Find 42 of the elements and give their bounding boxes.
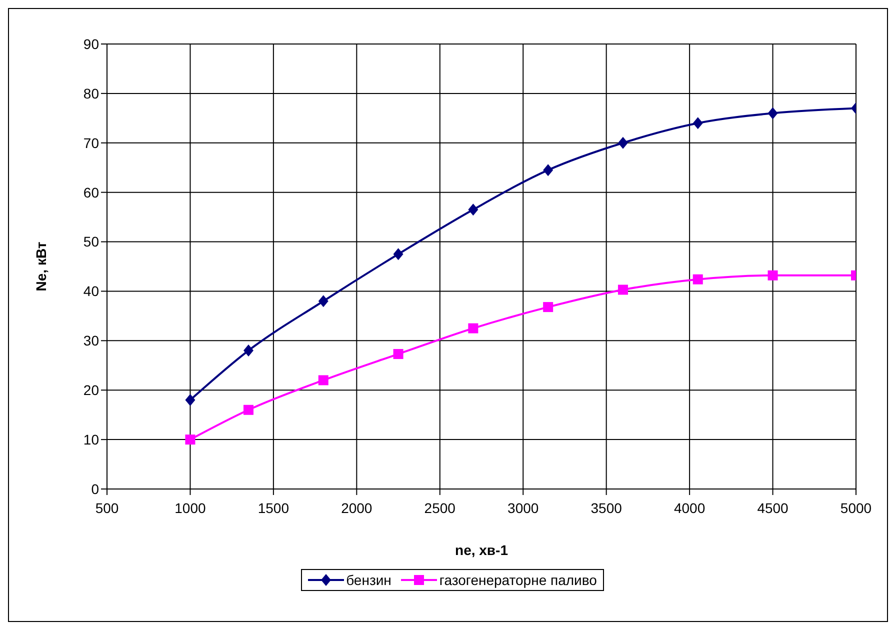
- point: [692, 117, 703, 130]
- x-tick-label: 1500: [258, 500, 290, 516]
- x-tick-label: 2500: [424, 500, 456, 516]
- point: [618, 284, 628, 295]
- point: [393, 248, 404, 260]
- y-tick-label: 60: [83, 184, 100, 200]
- y-tick-label: 10: [83, 432, 100, 448]
- y-tick-label: 50: [83, 234, 100, 250]
- point: [318, 375, 328, 386]
- x-tick-label: 500: [95, 500, 119, 516]
- point: [768, 270, 778, 280]
- y-tick-label: 70: [83, 134, 100, 151]
- y-tick-label: 90: [83, 36, 100, 52]
- point: [618, 136, 628, 149]
- point: [692, 274, 703, 284]
- point: [543, 302, 554, 312]
- point: [768, 107, 778, 120]
- y-tick-label: 0: [91, 480, 100, 497]
- point: [185, 394, 196, 406]
- y-tick-label: 80: [83, 85, 100, 102]
- point: [468, 323, 478, 334]
- point: [185, 434, 196, 445]
- y-tick-label: 40: [83, 283, 100, 300]
- point: [318, 295, 328, 308]
- y-axis-title: Ne, кВт: [32, 242, 49, 292]
- x-tick-label: 2000: [341, 500, 372, 516]
- point: [243, 344, 254, 357]
- point: [393, 349, 404, 360]
- x-axis-title: ne, хв-1: [455, 542, 508, 558]
- x-tick-label: 3500: [590, 500, 622, 516]
- x-tick-label: 4500: [757, 500, 789, 516]
- x-tick-label: 3000: [508, 500, 539, 516]
- x-tick-label: 4000: [674, 500, 706, 516]
- y-tick-label: 20: [83, 382, 100, 398]
- legend-label: газогенераторне паливо: [439, 572, 597, 588]
- x-tick-label: 1000: [174, 500, 206, 516]
- legend-label: бензин: [346, 572, 392, 588]
- x-tick-label: 5000: [840, 500, 872, 516]
- y-tick-label: 30: [83, 332, 100, 349]
- point: [243, 404, 254, 415]
- point: [543, 164, 554, 176]
- point: [468, 204, 478, 216]
